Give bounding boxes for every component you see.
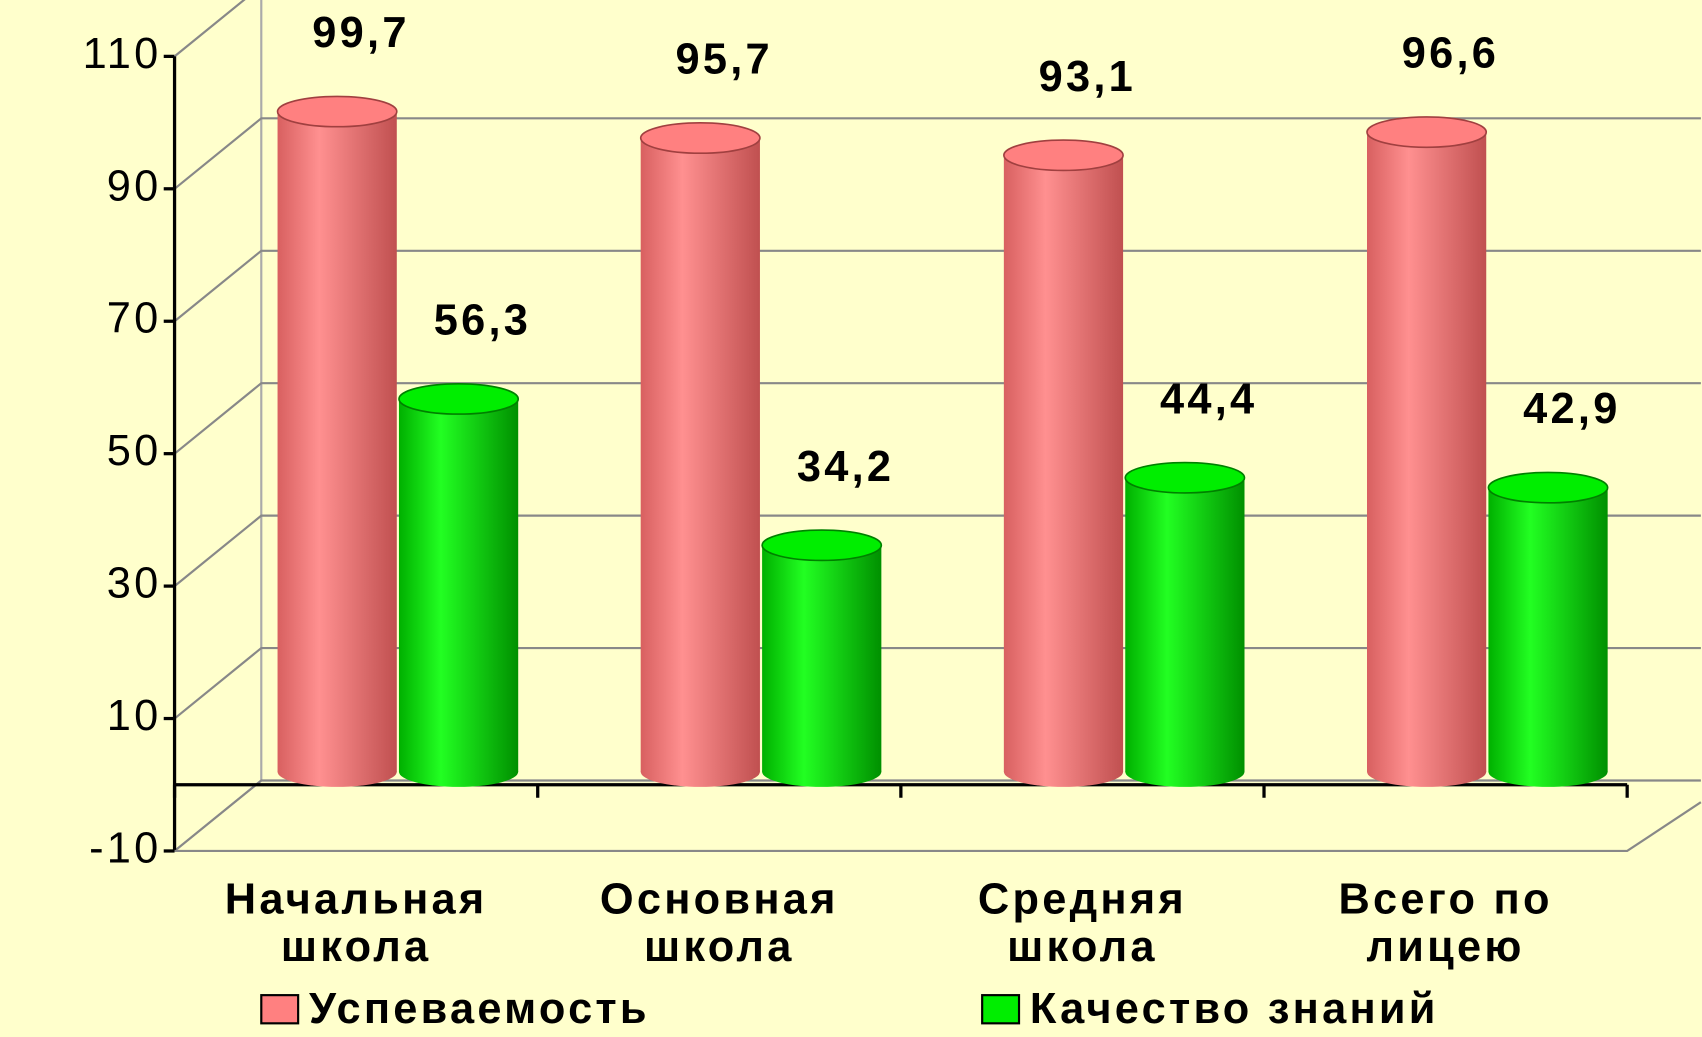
legend-label: Успеваемость — [309, 985, 650, 1032]
x-tick-label: школа — [1007, 923, 1158, 971]
legend-label: Качество знаний — [1030, 985, 1439, 1032]
bar-body — [277, 111, 397, 772]
bar-body — [1367, 132, 1487, 772]
bar-base — [762, 756, 882, 787]
data-label: 34,2 — [797, 443, 894, 491]
bar-base — [1003, 756, 1124, 787]
bar — [398, 382, 520, 787]
y-tick-label: -10 — [89, 824, 161, 872]
bar-base — [1125, 756, 1245, 787]
bar — [1124, 461, 1246, 787]
bar-top — [1124, 461, 1246, 494]
bar-body — [1488, 487, 1608, 772]
bar-body — [1003, 155, 1124, 772]
grid-line — [173, 0, 246, 58]
legend-swatch — [260, 994, 300, 1025]
bar-body — [640, 138, 760, 772]
bar-body — [762, 545, 882, 772]
x-tick-label: Основная — [600, 875, 839, 923]
y-tick-label: 10 — [107, 692, 162, 740]
x-tick-label: Всего по — [1338, 875, 1552, 923]
data-label: 99,7 — [312, 9, 409, 57]
x-tick-label: школа — [281, 923, 432, 971]
data-label: 93,1 — [1039, 53, 1136, 101]
bar — [1003, 139, 1124, 787]
y-tick-label: 30 — [107, 560, 162, 608]
data-label: 95,7 — [675, 36, 772, 84]
x-tick-label: школа — [644, 923, 795, 971]
data-label: 42,9 — [1523, 385, 1620, 433]
bar-top — [398, 382, 520, 415]
bar-body — [1125, 477, 1245, 772]
bar-top — [1003, 139, 1124, 172]
bar-base — [398, 756, 519, 787]
bar-top — [1366, 116, 1488, 149]
x-tick-label: Средняя — [978, 875, 1187, 923]
bar-top — [761, 529, 883, 562]
bar — [639, 122, 761, 787]
bar-base — [1488, 756, 1608, 787]
bar-base — [1367, 756, 1487, 787]
grid-line — [173, 117, 1701, 190]
bar-base — [640, 756, 760, 787]
legend-swatch — [981, 994, 1021, 1025]
bar — [1366, 116, 1488, 787]
floor-edge — [174, 801, 1702, 853]
data-label: 44,4 — [1160, 375, 1257, 423]
x-tick-label: Начальная — [225, 875, 488, 923]
bar — [1487, 471, 1609, 787]
y-tick-label: 90 — [107, 162, 162, 210]
data-label: 96,6 — [1402, 30, 1499, 78]
bar-top — [639, 122, 761, 155]
bar — [276, 95, 398, 787]
grid-line — [173, 382, 1701, 455]
x-tick-label: лицею — [1366, 923, 1524, 971]
bar-body — [398, 398, 519, 772]
bar-base — [277, 756, 397, 787]
y-tick-label: 70 — [107, 295, 162, 343]
bar-top — [276, 95, 398, 128]
grid-line — [173, 249, 1701, 323]
y-tick-label: 110 — [83, 30, 162, 78]
bar — [761, 529, 883, 787]
y-tick-label: 50 — [107, 427, 162, 475]
bar-top — [1487, 471, 1609, 504]
data-label: 56,3 — [434, 297, 531, 345]
